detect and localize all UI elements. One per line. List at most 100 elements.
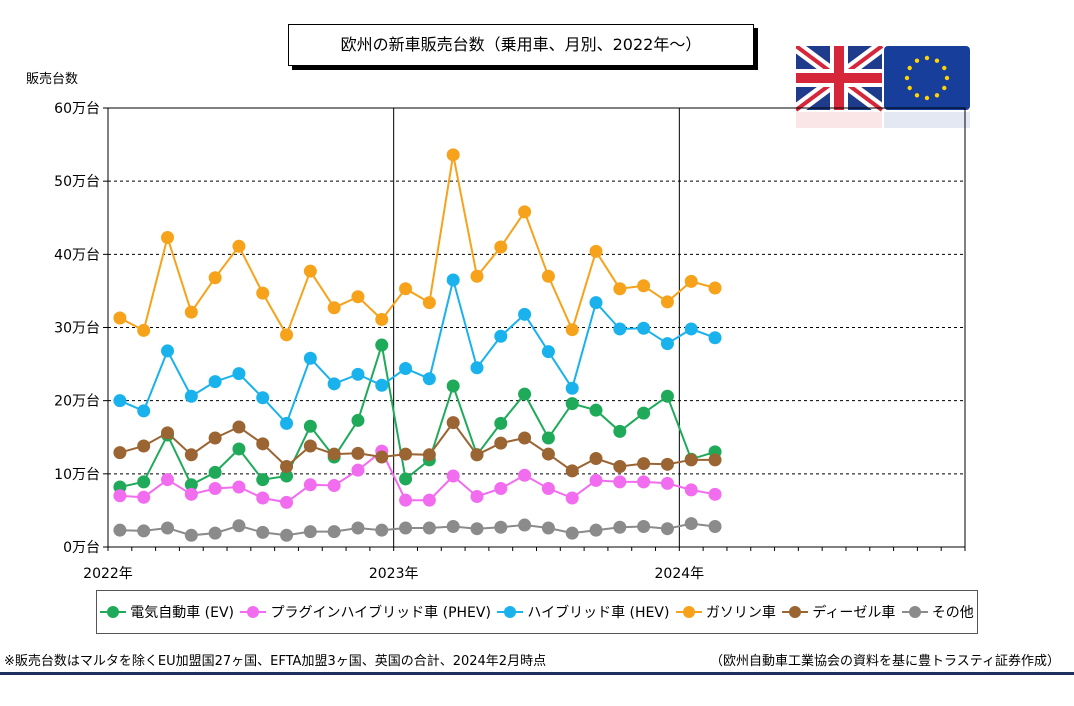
data-point-1	[351, 463, 365, 477]
series-line-1	[119, 449, 716, 504]
uk-flag	[796, 46, 886, 128]
data-point-3	[137, 323, 151, 337]
data-point-1	[327, 479, 341, 493]
data-point-5	[375, 523, 389, 537]
data-point-3	[541, 269, 555, 283]
x-tick-label: 2022年	[83, 566, 133, 582]
data-point-4	[113, 446, 127, 460]
data-point-3	[375, 312, 389, 326]
data-point-5	[684, 517, 698, 531]
data-point-4	[422, 448, 436, 462]
bottom-rule	[0, 672, 1074, 675]
data-point-3	[327, 301, 341, 315]
y-axis-title: 販売台数	[26, 72, 79, 87]
data-point-2	[375, 378, 389, 392]
data-point-1	[399, 493, 413, 507]
data-point-4	[684, 453, 698, 467]
data-point-3	[708, 281, 722, 295]
data-point-3	[518, 205, 532, 219]
legend-swatch	[100, 606, 127, 618]
data-point-0	[208, 465, 222, 479]
data-point-1	[303, 478, 317, 492]
data-point-4	[446, 416, 460, 430]
data-point-4	[208, 431, 222, 445]
data-point-0	[613, 424, 627, 438]
data-point-5	[137, 524, 151, 538]
legend-item: ガソリン車	[675, 602, 776, 622]
series-line-3	[119, 154, 716, 338]
data-point-2	[565, 381, 579, 395]
data-point-3	[589, 244, 603, 258]
data-point-5	[613, 520, 627, 534]
data-point-2	[446, 273, 460, 287]
legend-item: その他	[901, 602, 974, 622]
data-point-3	[422, 296, 436, 310]
data-point-1	[256, 491, 270, 505]
y-tick-label: 10万台	[54, 467, 100, 483]
data-point-5	[708, 520, 722, 534]
data-point-1	[613, 475, 627, 489]
data-point-5	[494, 520, 508, 534]
data-point-1	[660, 476, 674, 490]
legend-label: ハイブリッド車 (HEV)	[527, 605, 670, 621]
data-point-0	[280, 469, 294, 483]
data-point-5	[470, 522, 484, 536]
data-point-4	[708, 453, 722, 467]
y-tick-label: 20万台	[54, 394, 100, 410]
data-point-0	[565, 397, 579, 411]
legend-item: ディーゼル車	[782, 602, 895, 622]
data-point-3	[351, 290, 365, 304]
data-point-3	[684, 274, 698, 288]
data-point-0	[256, 473, 270, 487]
y-tick-label: 0万台	[63, 540, 100, 556]
data-point-3	[446, 148, 460, 162]
x-tick-label: 2023年	[369, 566, 419, 582]
data-point-3	[613, 282, 627, 296]
legend-swatch	[240, 606, 267, 618]
data-point-1	[708, 487, 722, 501]
data-point-1	[161, 473, 175, 487]
data-point-1	[184, 487, 198, 501]
data-point-0	[351, 413, 365, 427]
data-point-4	[161, 426, 175, 440]
data-point-3	[161, 231, 175, 245]
legend-label: 電気自動車 (EV)	[130, 605, 235, 621]
data-point-2	[256, 391, 270, 405]
data-point-1	[684, 483, 698, 497]
data-point-4	[637, 457, 651, 471]
legend-label: ディーゼル車	[812, 605, 896, 621]
data-point-5	[637, 520, 651, 534]
data-point-0	[446, 379, 460, 393]
data-point-1	[422, 493, 436, 507]
legend-swatch	[675, 606, 702, 618]
data-point-2	[399, 361, 413, 375]
data-point-0	[375, 338, 389, 352]
data-point-5	[280, 528, 294, 542]
data-point-4	[494, 436, 508, 450]
legend-item: ハイブリッド車 (HEV)	[497, 602, 669, 622]
data-point-5	[446, 520, 460, 534]
data-point-5	[113, 523, 127, 537]
eu-flag	[884, 46, 970, 128]
data-point-1	[137, 490, 151, 504]
data-point-4	[232, 420, 246, 434]
data-point-0	[184, 478, 198, 492]
data-point-1	[565, 491, 579, 505]
data-point-5	[161, 521, 175, 535]
data-point-3	[256, 286, 270, 300]
data-point-3	[660, 295, 674, 309]
footnote: ※販売台数はマルタを除くEU加盟国27ヶ国、EFTA加盟3ヶ国、英国の合計、20…	[4, 654, 547, 669]
data-point-5	[351, 521, 365, 535]
data-point-4	[375, 450, 389, 464]
data-point-2	[280, 416, 294, 430]
data-point-5	[541, 521, 555, 535]
data-point-2	[637, 321, 651, 335]
data-point-1	[637, 475, 651, 489]
data-point-2	[137, 404, 151, 418]
data-point-2	[518, 307, 532, 321]
data-point-1	[518, 468, 532, 482]
data-point-2	[113, 394, 127, 408]
data-point-3	[494, 240, 508, 254]
data-point-5	[565, 526, 579, 540]
data-point-3	[399, 282, 413, 296]
